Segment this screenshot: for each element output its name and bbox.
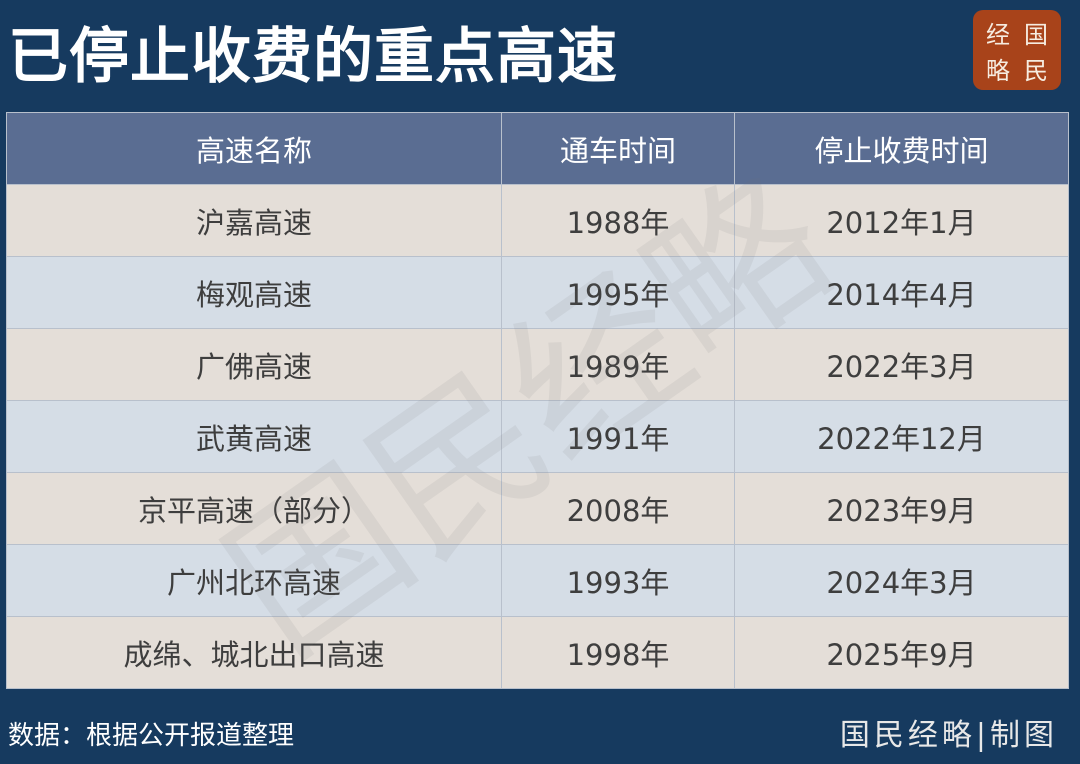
cell-name: 京平高速（部分） xyxy=(6,472,502,545)
cell-name: 广佛高速 xyxy=(6,328,502,401)
cell-open-year: 2008年 xyxy=(501,472,735,545)
table-row: 梅观高速 1995年 2014年4月 xyxy=(6,256,1069,329)
table-row: 京平高速（部分） 2008年 2023年9月 xyxy=(6,472,1069,545)
cell-toll-end: 2023年9月 xyxy=(734,472,1069,545)
cell-name: 成绵、城北出口高速 xyxy=(6,616,502,689)
table-row: 沪嘉高速 1988年 2012年1月 xyxy=(6,184,1069,257)
credit: 国民经略|制图 xyxy=(839,718,1058,753)
cell-open-year: 1988年 xyxy=(501,184,735,257)
cell-toll-end: 2022年3月 xyxy=(734,328,1069,401)
source-note: 数据：根据公开报道整理 xyxy=(8,721,295,751)
table-row: 广州北环高速 1993年 2024年3月 xyxy=(6,544,1069,617)
cell-toll-end: 2024年3月 xyxy=(734,544,1069,617)
cell-toll-end: 2022年12月 xyxy=(734,400,1069,473)
page-title: 已停止收费的重点高速 xyxy=(8,22,618,92)
table-row: 广佛高速 1989年 2022年3月 xyxy=(6,328,1069,401)
cell-name: 广州北环高速 xyxy=(6,544,502,617)
header-open-year: 通车时间 xyxy=(501,112,735,185)
brand-logo: 经 国 略 民 xyxy=(973,10,1061,90)
table-row: 武黄高速 1991年 2022年12月 xyxy=(6,400,1069,473)
cell-open-year: 1991年 xyxy=(501,400,735,473)
cell-toll-end: 2025年9月 xyxy=(734,616,1069,689)
cell-open-year: 1989年 xyxy=(501,328,735,401)
logo-char: 国 xyxy=(1024,20,1048,49)
cell-name: 武黄高速 xyxy=(6,400,502,473)
cell-toll-end: 2014年4月 xyxy=(734,256,1069,329)
table-row: 成绵、城北出口高速 1998年 2025年9月 xyxy=(6,616,1069,689)
logo-char: 民 xyxy=(1024,56,1048,85)
cell-name: 沪嘉高速 xyxy=(6,184,502,257)
cell-toll-end: 2012年1月 xyxy=(734,184,1069,257)
cell-open-year: 1993年 xyxy=(501,544,735,617)
table-header-row: 高速名称 通车时间 停止收费时间 xyxy=(6,112,1069,185)
header-toll-end: 停止收费时间 xyxy=(734,112,1069,185)
cell-open-year: 1998年 xyxy=(501,616,735,689)
cell-name: 梅观高速 xyxy=(6,256,502,329)
logo-char: 经 xyxy=(986,20,1010,49)
logo-char: 略 xyxy=(986,56,1010,85)
cell-open-year: 1995年 xyxy=(501,256,735,329)
highway-table: 高速名称 通车时间 停止收费时间 沪嘉高速 1988年 2012年1月 梅观高速 199… xyxy=(6,112,1069,689)
header-name: 高速名称 xyxy=(6,112,502,185)
